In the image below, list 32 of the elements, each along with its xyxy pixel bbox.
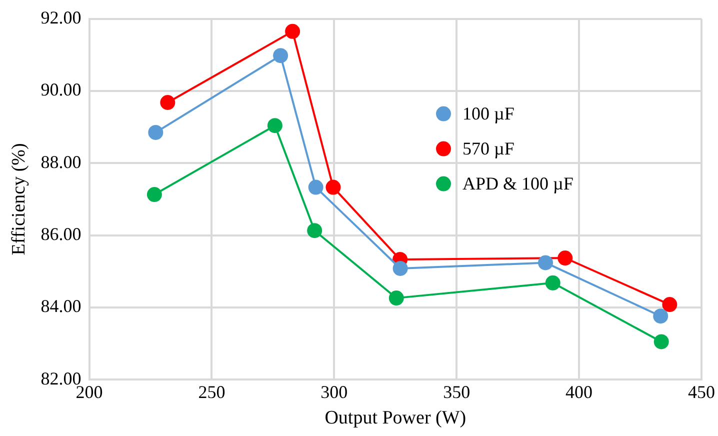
y-tick-label: 86.00 bbox=[40, 224, 82, 244]
point bbox=[653, 308, 668, 324]
point bbox=[388, 290, 404, 306]
point bbox=[538, 255, 554, 270]
x-tick-label: 350 bbox=[443, 382, 470, 402]
y-tick-label: 88.00 bbox=[40, 152, 82, 172]
legend-label: APD & 100 µF bbox=[462, 174, 574, 194]
point bbox=[285, 24, 300, 39]
point bbox=[654, 334, 669, 350]
legend-label: 100 µF bbox=[462, 104, 514, 124]
point bbox=[326, 180, 341, 195]
x-tick-label: 300 bbox=[320, 382, 348, 402]
point bbox=[148, 124, 164, 140]
point bbox=[146, 187, 162, 202]
point bbox=[308, 180, 324, 195]
x-tick-label: 450 bbox=[688, 382, 715, 402]
y-tick-label: 90.00 bbox=[40, 80, 82, 100]
x-axis-title: Output Power (W) bbox=[324, 408, 466, 429]
legend-label: 570 µF bbox=[462, 138, 514, 159]
point bbox=[267, 118, 282, 134]
point bbox=[545, 275, 560, 290]
point bbox=[392, 260, 408, 276]
point bbox=[160, 95, 176, 110]
y-tick-label: 92.00 bbox=[40, 8, 82, 28]
point bbox=[273, 48, 288, 64]
y-tick-label: 84.00 bbox=[40, 296, 82, 316]
y-axis-title: Efficiency (%) bbox=[8, 143, 30, 256]
point bbox=[307, 223, 322, 238]
x-tick-label: 400 bbox=[566, 382, 593, 402]
x-tick-label: 250 bbox=[198, 382, 226, 402]
point bbox=[662, 297, 678, 312]
point bbox=[558, 250, 573, 266]
